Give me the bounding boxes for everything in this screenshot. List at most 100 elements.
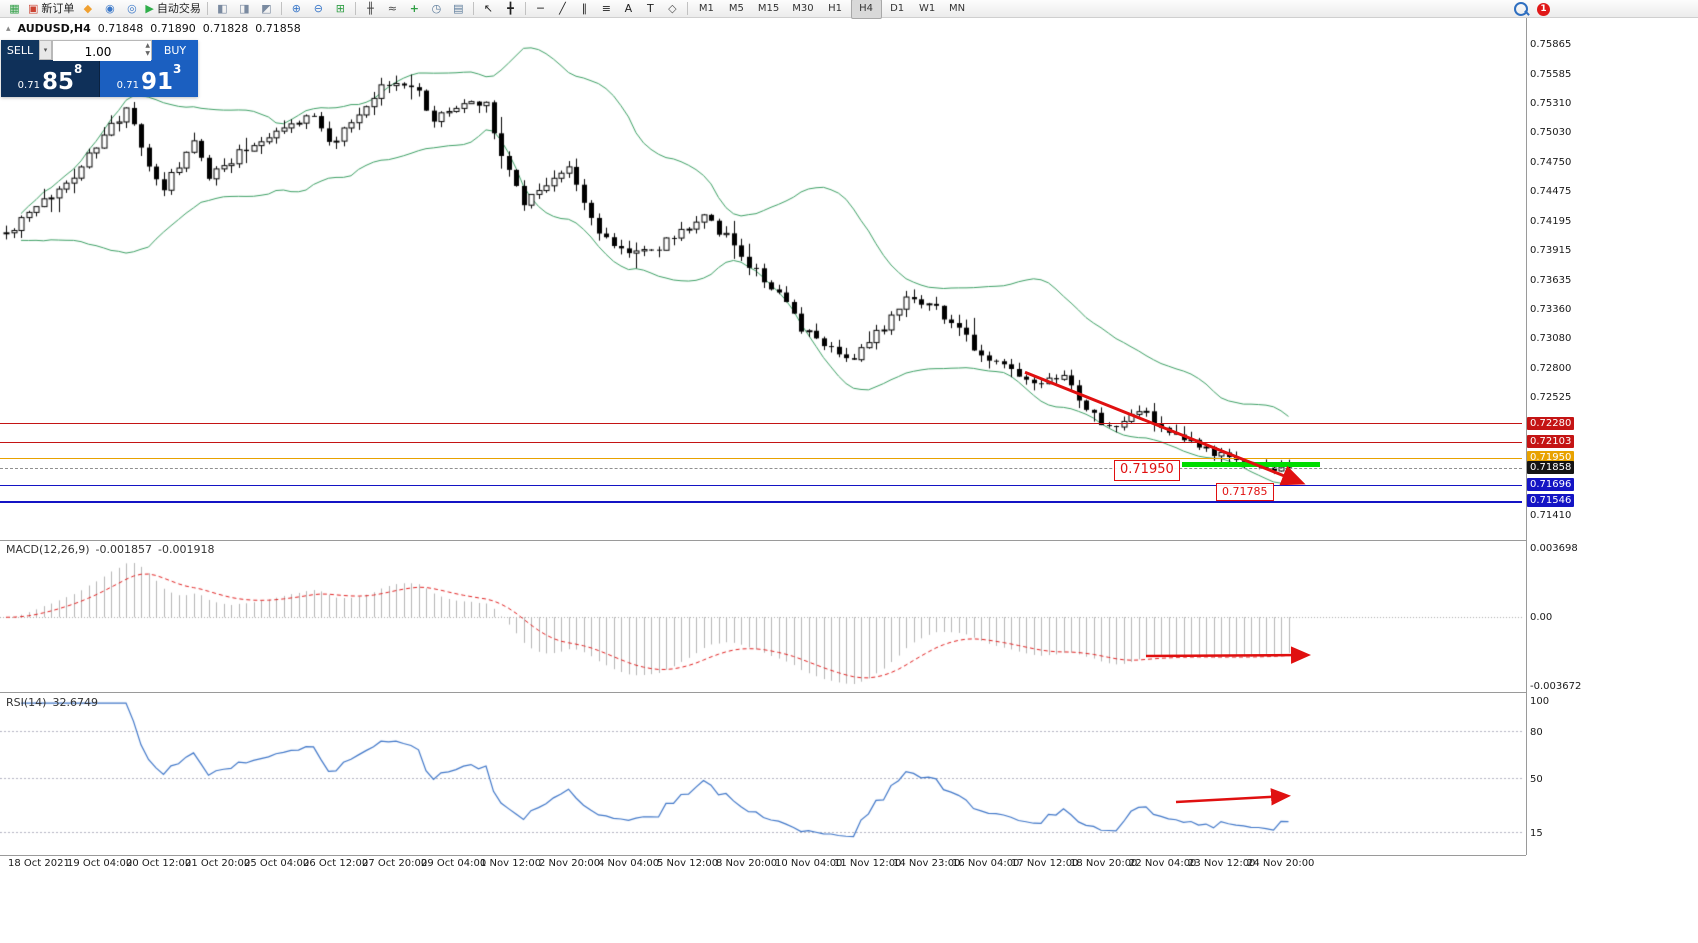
timeframe-m15-button[interactable]: M15 [757, 2, 780, 14]
rsi-scale-label: 50 [1530, 773, 1543, 785]
price-tick: 0.74195 [1530, 215, 1572, 227]
symbol-label: AUDUSD,H4 [17, 22, 91, 35]
time-label: 18 Oct 2021 [8, 858, 70, 869]
volume-increase-button[interactable]: ▲ [145, 42, 150, 49]
ohlc-info-line: ▴ AUDUSD,H4 0.71848 0.71890 0.71828 0.71… [6, 22, 301, 35]
period-icon[interactable]: ◷ [431, 2, 442, 15]
horizontal-line[interactable] [0, 485, 1522, 486]
price-tick-highlight: 0.71546 [1527, 494, 1575, 508]
timeframe-w1-button[interactable]: W1 [918, 2, 936, 14]
time-label: 14 Nov 23:00 [893, 858, 961, 869]
time-label: 29 Oct 04:00 [421, 858, 487, 869]
low-value: 0.71828 [202, 22, 249, 35]
tile-windows-icon[interactable]: ◨ [239, 2, 250, 15]
macd-window-separator[interactable] [0, 540, 1526, 541]
new-chart-icon[interactable]: ▦ [9, 2, 20, 15]
horizontal-line[interactable] [0, 423, 1522, 424]
timeframe-m5-button[interactable]: M5 [728, 2, 744, 14]
text-tool-icon[interactable]: A [624, 2, 633, 15]
timeframe-m30-button[interactable]: M30 [792, 2, 814, 14]
price-tick-highlight: 0.72280 [1527, 416, 1575, 430]
chevron-down-icon: ▾ [43, 46, 48, 54]
zoom-in-icon[interactable]: ⊕ [291, 2, 301, 15]
shapes-tool-icon[interactable]: ◇ [668, 2, 677, 15]
grid-icon[interactable]: ⊞ [335, 2, 345, 15]
price-tick: 0.74475 [1530, 185, 1572, 197]
time-label: 10 Nov 04:00 [775, 858, 843, 869]
sell-button[interactable]: SELL [1, 40, 39, 60]
price-tick: 0.73080 [1530, 333, 1572, 345]
trendline-tool-icon[interactable]: ╱ [559, 2, 566, 15]
timeframe-mn-button[interactable]: MN [949, 2, 966, 14]
price-label-flag[interactable]: 0.71950 [1114, 460, 1180, 481]
notification-badge[interactable]: 1 [1537, 2, 1550, 16]
buy-button[interactable]: BUY [152, 40, 198, 60]
macd-scale-label: 0.003698 [1530, 543, 1578, 554]
chart-symbol-icon: ▴ [6, 23, 11, 34]
chart-window-icon[interactable]: ◧ [217, 2, 228, 15]
zoom-out-icon[interactable]: ⊖ [313, 2, 323, 15]
timeframe-d1-button[interactable]: D1 [890, 2, 905, 14]
autotrading-icon: ▶ [145, 2, 154, 15]
cascade-windows-icon[interactable]: ◩ [261, 2, 272, 15]
toolbar-separator [524, 2, 526, 15]
fibonacci-tool-icon[interactable]: ≡ [601, 2, 611, 15]
time-label: 16 Nov 04:00 [952, 858, 1020, 869]
toolbar-separator [472, 2, 474, 15]
macd-name: MACD(12,26,9) [6, 543, 90, 556]
bar-chart-icon[interactable]: ╫ [367, 2, 374, 15]
navigator-icon[interactable]: ◎ [127, 2, 137, 15]
toolbar-separator [686, 2, 688, 15]
horizontal-line[interactable] [0, 458, 1522, 459]
horizontal-line[interactable] [0, 501, 1522, 503]
volume-input[interactable] [53, 43, 151, 61]
add-indicator-icon[interactable]: + [409, 2, 419, 15]
price-label-flag[interactable]: 0.71785 [1216, 483, 1274, 501]
support-line-segment[interactable] [1182, 462, 1320, 467]
market-watch-icon[interactable]: ◉ [105, 2, 115, 15]
price-tick: 0.75865 [1530, 39, 1572, 50]
template-icon[interactable]: ▤ [453, 2, 464, 15]
autotrading-button-label: 自动交易 [156, 2, 201, 15]
rsi-scale-label: 100 [1530, 696, 1550, 707]
time-label: 5 Nov 12:00 [657, 858, 719, 869]
rsi-window-separator[interactable] [0, 692, 1526, 693]
channel-tool-icon[interactable]: ∥ [581, 2, 588, 15]
time-label: 8 Nov 20:00 [716, 858, 778, 869]
buy-price-panel[interactable]: 0.71 91 3 [100, 60, 198, 97]
volume-decrease-button[interactable]: ▼ [145, 50, 150, 57]
volume-dropdown-button[interactable]: ▾ [39, 40, 52, 60]
autotrading-button[interactable]: ▶ 自动交易 [143, 1, 202, 17]
macd-scale-label: 0.00 [1530, 612, 1553, 624]
rsi-scale-label: 80 [1530, 727, 1543, 738]
time-label: 18 Nov 20:00 [1070, 858, 1138, 869]
timeframe-h1-button[interactable]: H1 [828, 2, 843, 14]
line-chart-icon[interactable]: ≈ [387, 2, 397, 15]
time-label: 17 Nov 12:00 [1011, 858, 1079, 869]
timeframe-m1-button[interactable]: M1 [698, 2, 714, 14]
search-icon[interactable] [1514, 2, 1528, 16]
current-price-line [0, 468, 1522, 469]
sell-price-prefix: 0.71 [17, 80, 40, 91]
label-tool-icon[interactable]: T [647, 2, 654, 15]
high-value: 0.71890 [150, 22, 196, 35]
time-label: 11 Nov 12:00 [834, 858, 902, 869]
horizontal-line[interactable] [0, 442, 1522, 443]
new-order-button[interactable]: ▣ 新订单 [26, 1, 76, 17]
time-label: 21 Oct 20:00 [185, 858, 251, 869]
rsi-value: 32.6749 [52, 696, 98, 709]
crosshair-icon[interactable]: ╋ [507, 2, 514, 15]
time-label: 2 Nov 20:00 [539, 858, 601, 869]
sell-price-panel[interactable]: 0.71 85 8 [1, 60, 99, 97]
buy-price-prefix: 0.71 [116, 80, 139, 91]
price-tick: 0.75310 [1530, 97, 1572, 109]
time-label: 27 Oct 20:00 [362, 858, 428, 869]
time-label: 23 Nov 12:00 [1188, 858, 1256, 869]
metaeditor-icon[interactable]: ◆ [83, 2, 93, 15]
price-tick: 0.75030 [1530, 127, 1572, 139]
hline-tool-icon[interactable]: ─ [537, 2, 544, 15]
timeframe-h4-button[interactable]: H4 [850, 0, 882, 19]
macd-value-main: -0.001857 [95, 543, 153, 556]
cursor-icon[interactable]: ↖ [483, 2, 493, 15]
